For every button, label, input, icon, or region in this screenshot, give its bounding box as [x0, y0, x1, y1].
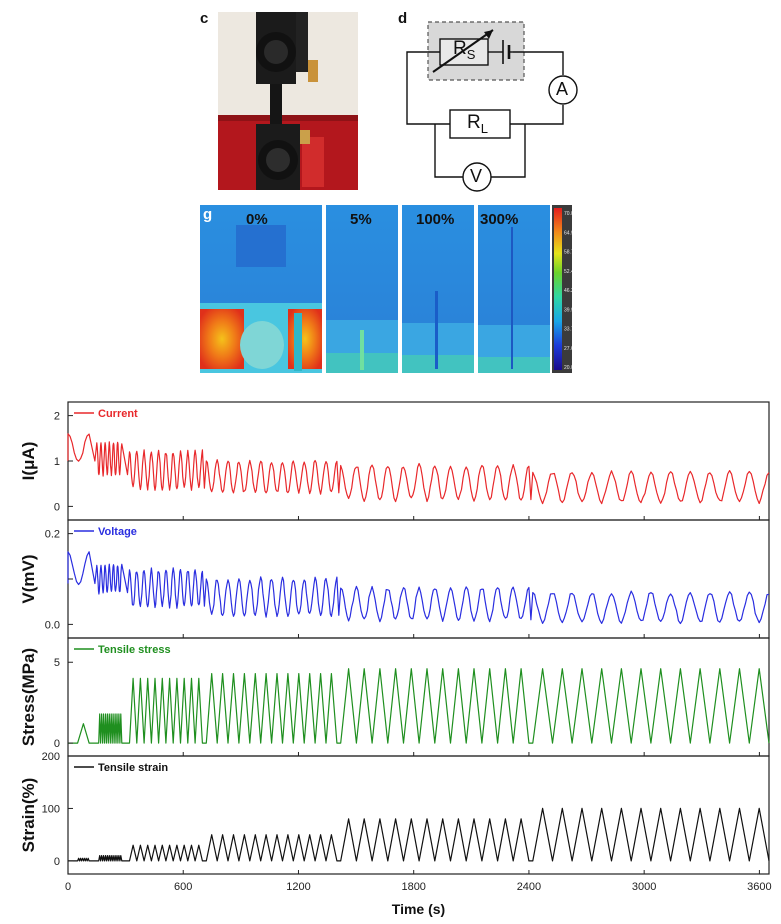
series-line-current	[67, 433, 770, 505]
y-tick-label: 0	[54, 856, 60, 868]
colorbar-tick-label: 58.7	[564, 250, 572, 256]
colorbar-tick-label: 70.0	[564, 211, 572, 217]
x-tick-label: 600	[174, 881, 192, 893]
y-tick-label: 0.2	[45, 529, 60, 541]
thermal-label-2: 100%	[416, 211, 455, 228]
y-tick-label: 200	[42, 751, 60, 763]
legend-label-voltage: Voltage	[98, 526, 137, 538]
y-tick-label: 2	[54, 411, 60, 423]
x-tick-label: 0	[65, 881, 71, 893]
panel-c-label: c	[200, 10, 209, 27]
legend-label-stress: Tensile stress	[98, 644, 171, 656]
x-tick-label: 3600	[747, 881, 771, 893]
y-tick-label: 100	[42, 803, 60, 815]
ammeter-label: A	[556, 79, 569, 99]
y-tick-label: 0.0	[45, 619, 60, 631]
rl-label: RL	[467, 112, 488, 136]
colorbar-tick-label: 39.9	[564, 307, 572, 313]
y-axis-label-stress: Stress(MPa)	[19, 648, 38, 746]
subplot-frame-current	[67, 401, 770, 521]
x-axis-label: Time (s)	[392, 901, 445, 917]
y-tick-label: 5	[54, 657, 60, 669]
voltmeter-label: V	[470, 166, 483, 186]
rs-label: RS	[453, 38, 476, 62]
series-line-strain	[68, 807, 770, 862]
series-line-voltage	[67, 551, 770, 625]
y-tick-label: 0	[54, 738, 60, 750]
panel-g-label: g	[203, 206, 213, 223]
x-tick-label: 1800	[401, 881, 425, 893]
subplot-frame-strain	[67, 755, 770, 875]
sample-photo	[218, 12, 358, 190]
y-axis-label-voltage: V(mV)	[19, 554, 38, 603]
colorbar-tick-label: 46.2	[564, 288, 572, 294]
thermal-label-3: 300%	[480, 211, 519, 228]
colorbar-tick-label: 52.4	[564, 269, 572, 275]
x-tick-label: 2400	[517, 881, 541, 893]
stacked-time-series-chart: 0 1 2 I(μA) Current 0.0 0.2 V(mV) Voltage 0 5 Stres…	[0, 385, 781, 919]
x-tick-label: 1200	[286, 881, 310, 893]
y-axis-label-strain: Strain(%)	[19, 778, 38, 853]
circuit-diagram: RS RL A V	[395, 12, 585, 192]
colorbar-ticks: 70.0 64.9 58.7 52.4 46.2 39.9 33.7 27.6 20.0	[564, 211, 574, 371]
subplot-frame-voltage	[67, 519, 770, 639]
x-tick-label: 3000	[632, 881, 656, 893]
panel-d-label: d	[398, 10, 408, 27]
series-line-stress	[68, 668, 770, 744]
legend-label-current: Current	[98, 408, 138, 420]
colorbar-tick-label: 64.9	[564, 230, 572, 236]
colorbar-tick-label: 33.7	[564, 327, 572, 333]
colorbar-tick-label: 20.0	[564, 365, 572, 371]
colorbar-tick-label: 27.6	[564, 346, 572, 352]
thermal-label-1: 5%	[350, 211, 372, 228]
legend-label-strain: Tensile strain	[98, 762, 168, 774]
thermal-label-0: 0%	[246, 211, 268, 228]
thermal-images: 70.0 64.9 58.7 52.4 46.2 39.9 33.7 27.6 20.0 g 0…	[200, 205, 574, 373]
y-tick-label: 1	[54, 456, 60, 468]
y-axis-label-current: I(μA)	[19, 442, 38, 481]
y-tick-label: 0	[54, 501, 60, 513]
